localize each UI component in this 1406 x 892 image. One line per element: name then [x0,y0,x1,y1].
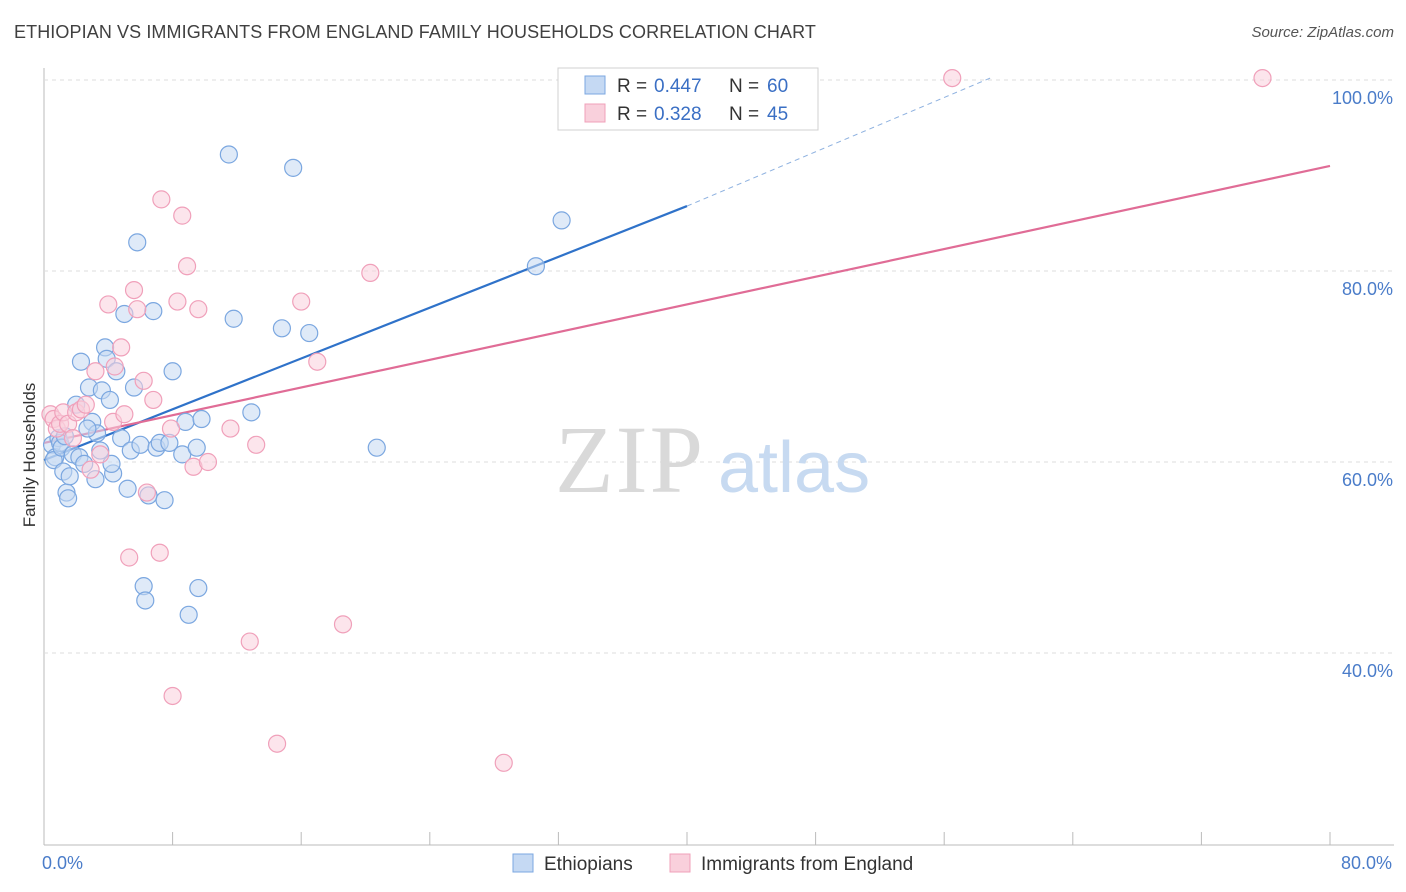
point-england [144,390,163,410]
point-ethiopians [526,257,545,276]
legend-r-value-1: 0.447 [654,76,702,97]
y-tick-label-40: 40.0% [1342,661,1393,681]
point-england [120,548,139,567]
correlation-legend: R = 0.447 N = 60 R = 0.328 N = 45 [557,67,819,131]
x-ticks [43,832,1331,845]
point-ethiopians [552,211,571,230]
point-ethiopians [300,323,319,343]
y-tick-label-60: 60.0% [1342,470,1393,490]
trend-line-england [43,164,1331,444]
point-england [115,405,134,424]
point-england [161,419,181,438]
legend-n-label-2: N = [729,104,759,125]
point-england [134,371,153,390]
point-england [163,686,182,706]
point-ethiopians [131,435,150,454]
point-england [112,338,131,357]
point-ethiopians [59,489,78,508]
legend-n-value-1: 60 [767,76,788,97]
trend-line-ethiopians [43,205,688,462]
trend-line-ethiopians-extension [686,76,993,207]
point-ethiopians [179,605,198,624]
point-ethiopians [100,390,120,410]
point-england [128,300,147,319]
point-ethiopians [367,438,386,457]
chart-source: Source: ZipAtlas.com [1251,24,1394,41]
point-ethiopians [192,409,211,429]
point-england [1253,68,1272,88]
point-england [292,292,311,311]
point-england [152,190,171,209]
point-england [81,460,100,479]
point-ethiopians [224,309,243,328]
point-ethiopians [187,438,206,457]
point-england [168,292,187,311]
point-ethiopians [128,233,147,252]
point-england [198,452,218,472]
point-england [308,352,327,371]
watermark-zip: ZIP [555,406,705,513]
point-ethiopians [163,362,182,381]
point-england [150,543,169,562]
point-ethiopians [284,158,303,177]
trend-lines [43,76,1331,462]
point-ethiopians [272,319,292,338]
point-england [76,395,95,414]
legend-swatch-england [584,103,606,123]
point-england [247,435,266,454]
legend-swatch-ethiopians [584,75,606,95]
y-tick-label-80: 80.0% [1342,279,1393,299]
series-legend: Ethiopians Immigrants from England [512,853,913,875]
legend-r-label-2: R = [617,104,647,125]
point-england [86,362,105,381]
point-england [333,615,353,634]
point-england [99,295,118,314]
point-england [124,281,144,300]
legend-r-label-1: R = [617,76,647,97]
y-tick-labels: 40.0% 60.0% 80.0% 100.0% [1332,88,1393,681]
point-england [240,632,259,651]
legend-r-value-2: 0.328 [654,104,702,125]
legend-n-label-1: N = [729,76,759,97]
point-ethiopians [78,419,97,438]
bottom-legend-swatch-ethiopians [512,853,534,873]
bottom-legend-swatch-england [669,853,691,873]
point-ethiopians [60,467,79,486]
point-england [91,445,110,464]
bottom-legend-label-england: Immigrants from England [701,854,913,875]
watermark-atlas: atlas [718,428,870,508]
y-tick-label-100: 100.0% [1332,88,1393,108]
point-england [494,753,513,772]
data-points [41,68,1272,772]
point-ethiopians [112,429,131,448]
point-ethiopians [144,302,163,321]
point-ethiopians [118,479,137,498]
point-ethiopians [71,352,91,371]
y-axis-label: Family Households [20,383,39,528]
x-tick-label-max: 80.0% [1341,853,1392,873]
gridlines [44,79,1394,654]
point-england [63,429,83,448]
point-england [177,257,197,276]
point-england [137,483,156,502]
bottom-legend-label-ethiopians: Ethiopians [544,854,633,875]
point-england [173,206,192,225]
point-england [943,68,962,88]
point-ethiopians [189,578,208,598]
point-ethiopians [242,403,261,422]
point-england [189,300,208,319]
legend-n-value-2: 45 [767,104,788,125]
point-england [361,263,380,283]
x-tick-label-min: 0.0% [42,853,83,873]
point-ethiopians [136,591,155,610]
point-ethiopians [155,491,174,510]
chart-title: ETHIOPIAN VS IMMIGRANTS FROM ENGLAND FAM… [14,22,816,42]
point-england [267,734,287,753]
point-england [221,419,240,438]
point-ethiopians [219,145,238,164]
point-england [105,357,124,376]
